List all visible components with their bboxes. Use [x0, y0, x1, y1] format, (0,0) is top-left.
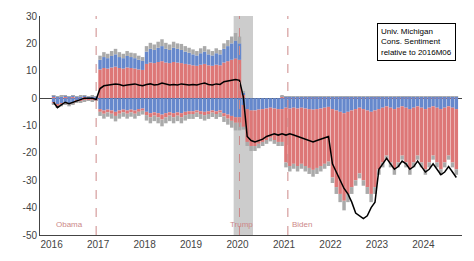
svg-text:30: 30 — [26, 11, 38, 22]
svg-text:2017: 2017 — [87, 239, 110, 250]
svg-text:-50: -50 — [23, 230, 38, 241]
svg-text:Univ. MichiganCons. Sentimentr: Univ. MichiganCons. Sentimentrelative to… — [381, 27, 452, 57]
svg-text:2020: 2020 — [226, 239, 249, 250]
svg-text:-40: -40 — [23, 202, 38, 213]
svg-text:10: 10 — [26, 65, 38, 76]
svg-text:2022: 2022 — [319, 239, 342, 250]
svg-text:2018: 2018 — [133, 239, 156, 250]
svg-text:0: 0 — [31, 93, 37, 104]
svg-text:-20: -20 — [23, 147, 38, 158]
svg-text:2021: 2021 — [273, 239, 296, 250]
svg-text:Obama: Obama — [56, 220, 83, 229]
svg-text:20: 20 — [26, 38, 38, 49]
svg-text:Trump: Trump — [230, 220, 253, 229]
svg-text:2024: 2024 — [412, 239, 435, 250]
svg-text:2023: 2023 — [366, 239, 389, 250]
svg-text:2016: 2016 — [40, 239, 63, 250]
svg-text:Biden: Biden — [292, 220, 312, 229]
svg-text:-10: -10 — [23, 120, 38, 131]
svg-text:-30: -30 — [23, 175, 38, 186]
svg-text:2019: 2019 — [180, 239, 203, 250]
